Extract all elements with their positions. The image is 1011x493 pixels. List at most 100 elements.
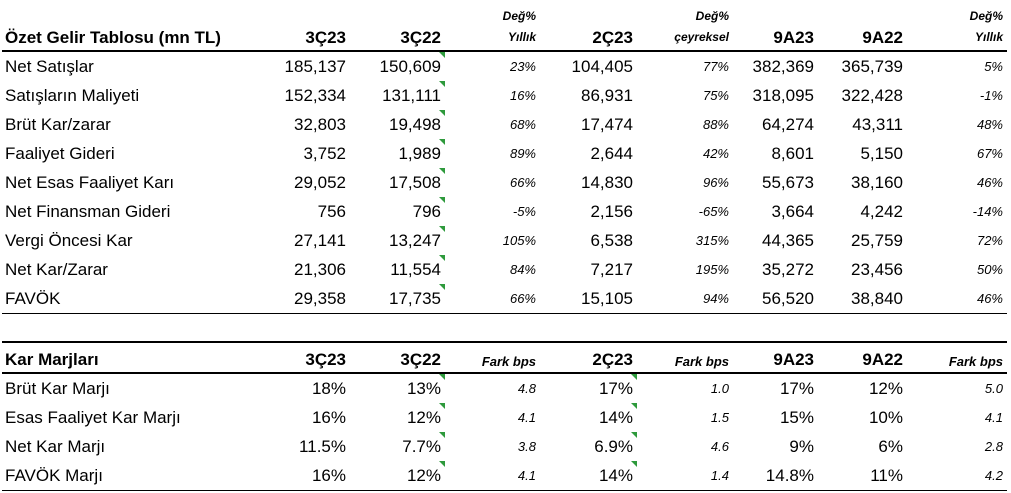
- cell-yoy-change: -5%: [512, 204, 536, 219]
- cell-9m23: 382,369: [752, 57, 814, 76]
- cell-3q23: 18%: [311, 379, 346, 398]
- cell-yoy-change: 84%: [509, 262, 536, 277]
- table-row: Net Kar Marjı 11.5% 7.7% 3.8 6.9% 4.6 9% 6% 2.8: [2, 432, 1007, 461]
- cell-9m22: 25,759: [851, 231, 903, 250]
- cell-3q22: 11,554: [350, 255, 445, 284]
- table-row: Vergi Öncesi Kar 27,141 13,247 105% 6,538 315…: [2, 226, 1007, 255]
- row-label: Net Esas Faaliyet Karı: [5, 173, 175, 192]
- cell-2q23: 86,931: [581, 86, 633, 105]
- cell-diff-bps: 4.1: [984, 410, 1003, 425]
- row-label: Net Satışlar: [5, 57, 94, 76]
- cell-3q23: 32,803: [294, 115, 346, 134]
- income-header-row: Özet Gelir Tablosu (mn TL) 3Ç23 3Ç22 Değ…: [2, 1, 1007, 52]
- row-label: Vergi Öncesi Kar: [5, 231, 133, 250]
- cell-qoq-change: 96%: [702, 175, 729, 190]
- income-statement-table: Özet Gelir Tablosu (mn TL) 3Ç23 3Ç22 Değ…: [2, 1, 1007, 314]
- cell-2q23: 17%: [540, 373, 637, 403]
- cell-yoy-change: 23%: [509, 59, 536, 74]
- table-row: Net Kar/Zarar 21,306 11,554 84% 7,217 195% 35,…: [2, 255, 1007, 284]
- header-diff-bps: Fark bps: [637, 341, 733, 374]
- header-9m-yoy-change: Değ% Yıllık: [907, 1, 1007, 52]
- cell-yoy-change: 16%: [509, 88, 536, 103]
- margins-header-row: Kar Marjları 3Ç23 3Ç22 Fark bps 2Ç23 Far…: [2, 341, 1007, 374]
- cell-qoq-change: 42%: [702, 146, 729, 161]
- cell-2q23: 15,105: [540, 284, 637, 314]
- cell-9m22: 23,456: [851, 260, 903, 279]
- cell-9m-yoy-change: 67%: [976, 146, 1003, 161]
- cell-2q23: 6,538: [590, 231, 633, 250]
- profit-margins-table: Kar Marjları 3Ç23 3Ç22 Fark bps 2Ç23 Far…: [2, 341, 1007, 491]
- cell-9m23: 9%: [789, 437, 814, 456]
- cell-9m-yoy-change: 50%: [976, 262, 1003, 277]
- row-label: Brüt Kar Marjı: [5, 379, 110, 398]
- cell-3q22: 796: [350, 197, 445, 226]
- table-row: Brüt Kar Marjı 18% 13% 4.8 17% 1.0 17% 12% 5.0: [2, 373, 1007, 403]
- cell-9m22: 12%: [868, 379, 903, 398]
- cell-9m23: 17%: [779, 379, 814, 398]
- cell-9m22: 38,160: [851, 173, 903, 192]
- cell-qoq-change: 94%: [637, 284, 733, 314]
- table-row: Faaliyet Gideri 3,752 1,989 89% 2,644 42% 8,60…: [2, 139, 1007, 168]
- header-diff-bps: Fark bps: [907, 341, 1007, 374]
- cell-qoq-change: 75%: [702, 88, 729, 103]
- cell-9m-yoy-change: -1%: [979, 88, 1003, 103]
- row-label: FAVÖK Marjı: [2, 461, 260, 491]
- cell-3q23: 152,334: [284, 86, 346, 105]
- table-row: Net Satışlar 185,137 150,609 23% 104,405 77% 3…: [2, 51, 1007, 81]
- cell-yoy-change: 66%: [445, 284, 540, 314]
- header-9m22: 9A22: [818, 341, 907, 374]
- cell-9m-yoy-change: 5%: [984, 59, 1003, 74]
- cell-3q22: 7.7%: [350, 432, 445, 461]
- header-9m23: 9A23: [733, 341, 818, 374]
- table-row: Net Finansman Gideri 756 796 -5% 2,156 -65% 3,…: [2, 197, 1007, 226]
- row-label: Brüt Kar/zarar: [5, 115, 111, 134]
- row-label: FAVÖK: [2, 284, 260, 314]
- cell-yoy-change: 105%: [502, 233, 536, 248]
- row-label: Net Finansman Gideri: [5, 202, 171, 221]
- cell-9m-yoy-change: 46%: [976, 175, 1003, 190]
- cell-diff-bps: 4.2: [907, 461, 1007, 491]
- table-row: Esas Faaliyet Kar Marjı 16% 12% 4.1 14% 1.5 15…: [2, 403, 1007, 432]
- cell-diff-bps: 4.1: [517, 410, 536, 425]
- cell-3q23: 756: [317, 202, 346, 221]
- cell-diff-bps: 4.8: [517, 381, 536, 396]
- cell-3q23: 16%: [260, 461, 350, 491]
- cell-diff-bps: 1.5: [710, 410, 729, 425]
- cell-2q23: 17,474: [581, 115, 633, 134]
- cell-9m23: 15%: [779, 408, 814, 427]
- cell-3q23: 11.5%: [299, 437, 346, 456]
- cell-diff-bps: 4.6: [710, 439, 729, 454]
- cell-diff-bps: 1.0: [710, 381, 729, 396]
- cell-9m23: 56,520: [733, 284, 818, 314]
- cell-3q22: 12%: [350, 403, 445, 432]
- row-label: Net Kar/Zarar: [5, 260, 108, 279]
- cell-3q23: 3,752: [303, 144, 346, 163]
- row-label: Satışların Maliyeti: [5, 86, 140, 105]
- cell-qoq-change: 195%: [695, 262, 729, 277]
- cell-yoy-change: 68%: [509, 117, 536, 132]
- header-3q22: 3Ç22: [350, 341, 445, 374]
- cell-9m-yoy-change: 72%: [976, 233, 1003, 248]
- cell-3q22: 131,111: [350, 81, 445, 110]
- cell-3q22: 150,609: [350, 51, 445, 81]
- cell-3q22: 13%: [350, 373, 445, 403]
- cell-2q23: 7,217: [590, 260, 633, 279]
- cell-9m-yoy-change: 46%: [907, 284, 1007, 314]
- cell-3q23: 21,306: [294, 260, 346, 279]
- header-3q23: 3Ç23: [260, 341, 350, 374]
- cell-9m23: 64,274: [762, 115, 814, 134]
- cell-9m23: 44,365: [762, 231, 814, 250]
- cell-3q22: 19,498: [350, 110, 445, 139]
- cell-9m22: 322,428: [841, 86, 903, 105]
- cell-2q23: 14%: [540, 403, 637, 432]
- cell-diff-bps: 3.8: [517, 439, 536, 454]
- cell-9m22: 365,739: [841, 57, 903, 76]
- header-diff-bps: Fark bps: [445, 341, 540, 374]
- cell-qoq-change: 315%: [695, 233, 729, 248]
- table-row: FAVÖK Marjı 16% 12% 4.1 14% 1.4 14.8% 11% 4.2: [2, 461, 1007, 491]
- cell-2q23: 14%: [540, 461, 637, 491]
- cell-3q22: 13,247: [350, 226, 445, 255]
- cell-9m22: 38,840: [818, 284, 907, 314]
- cell-9m23: 3,664: [771, 202, 814, 221]
- cell-qoq-change: -65%: [698, 204, 729, 219]
